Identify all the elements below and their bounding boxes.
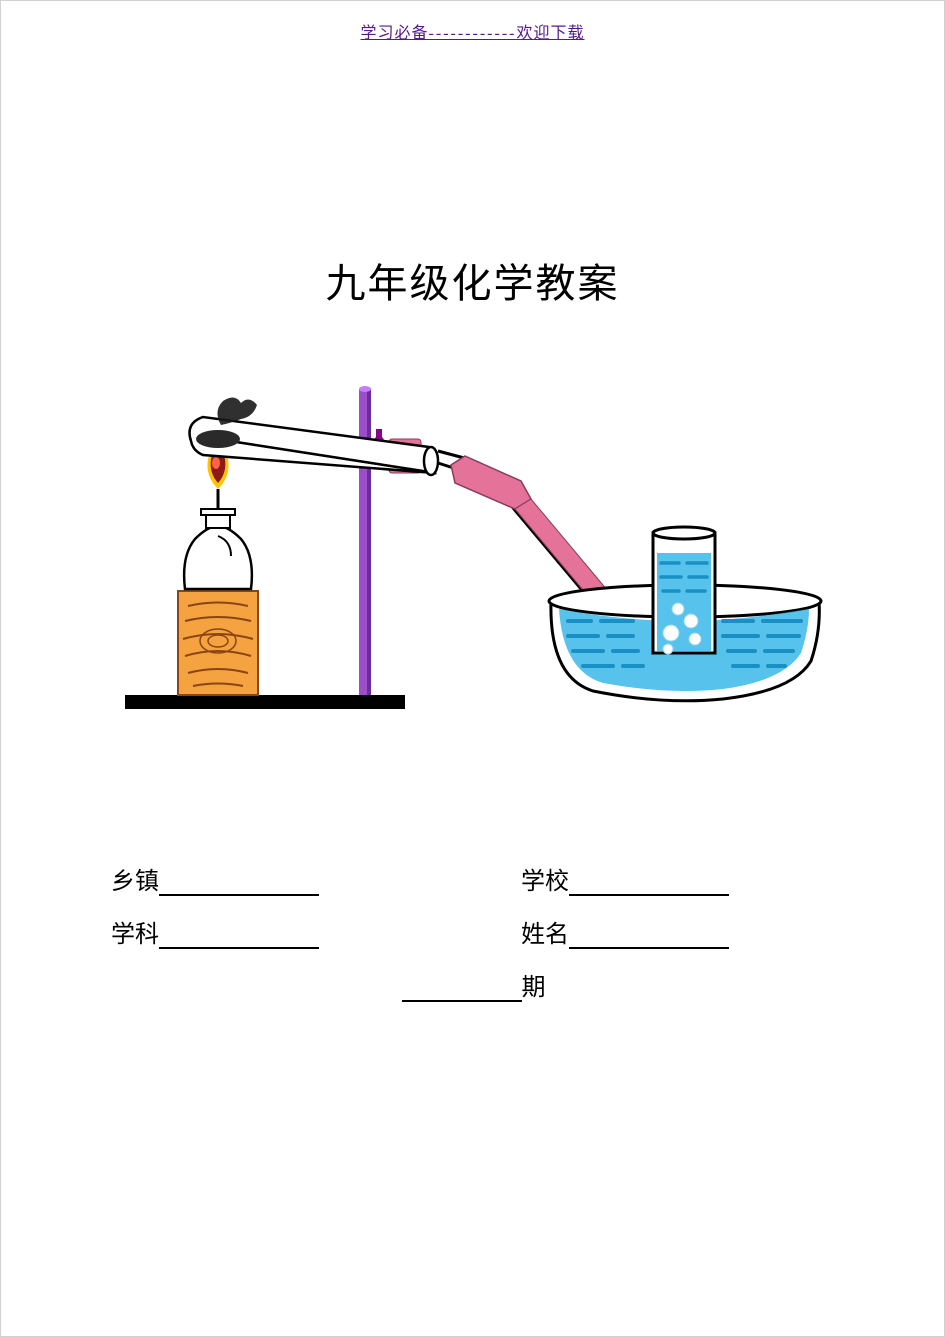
name-input-line[interactable] <box>569 925 729 949</box>
form-row-1: 乡镇 学校 <box>111 861 831 896</box>
alcohol-burner-icon <box>184 441 252 589</box>
term-field: 期 <box>397 967 546 1002</box>
school-label: 学校 <box>521 861 569 896</box>
form-area: 乡镇 学校 学科 姓名 期 <box>111 861 831 1020</box>
form-row-3: 期 <box>111 967 831 1002</box>
subject-field: 学科 <box>111 914 521 949</box>
name-field: 姓名 <box>521 914 729 949</box>
page-title: 九年级化学教案 <box>1 251 944 309</box>
header-dashes: ------------ <box>429 25 517 42</box>
name-label: 姓名 <box>521 914 569 949</box>
township-field: 乡镇 <box>111 861 521 896</box>
header-links: 学习必备------------欢迎下载 <box>1 19 944 43</box>
township-label: 乡镇 <box>111 861 159 896</box>
term-label: 期 <box>522 967 546 1002</box>
school-input-line[interactable] <box>569 872 729 896</box>
subject-input-line[interactable] <box>159 925 319 949</box>
collection-tube-icon <box>653 527 715 654</box>
stand-pole-icon <box>359 389 367 695</box>
wood-block-icon <box>178 591 258 695</box>
chemistry-diagram <box>123 381 823 711</box>
stand-base-icon <box>125 695 405 709</box>
school-field: 学校 <box>521 861 729 896</box>
form-row-2: 学科 姓名 <box>111 914 831 949</box>
term-input-line[interactable] <box>402 978 522 1002</box>
header-link-1[interactable]: 学习必备 <box>361 25 429 42</box>
subject-label: 学科 <box>111 914 159 949</box>
header-link-2[interactable]: 欢迎下载 <box>516 25 584 42</box>
township-input-line[interactable] <box>159 872 319 896</box>
